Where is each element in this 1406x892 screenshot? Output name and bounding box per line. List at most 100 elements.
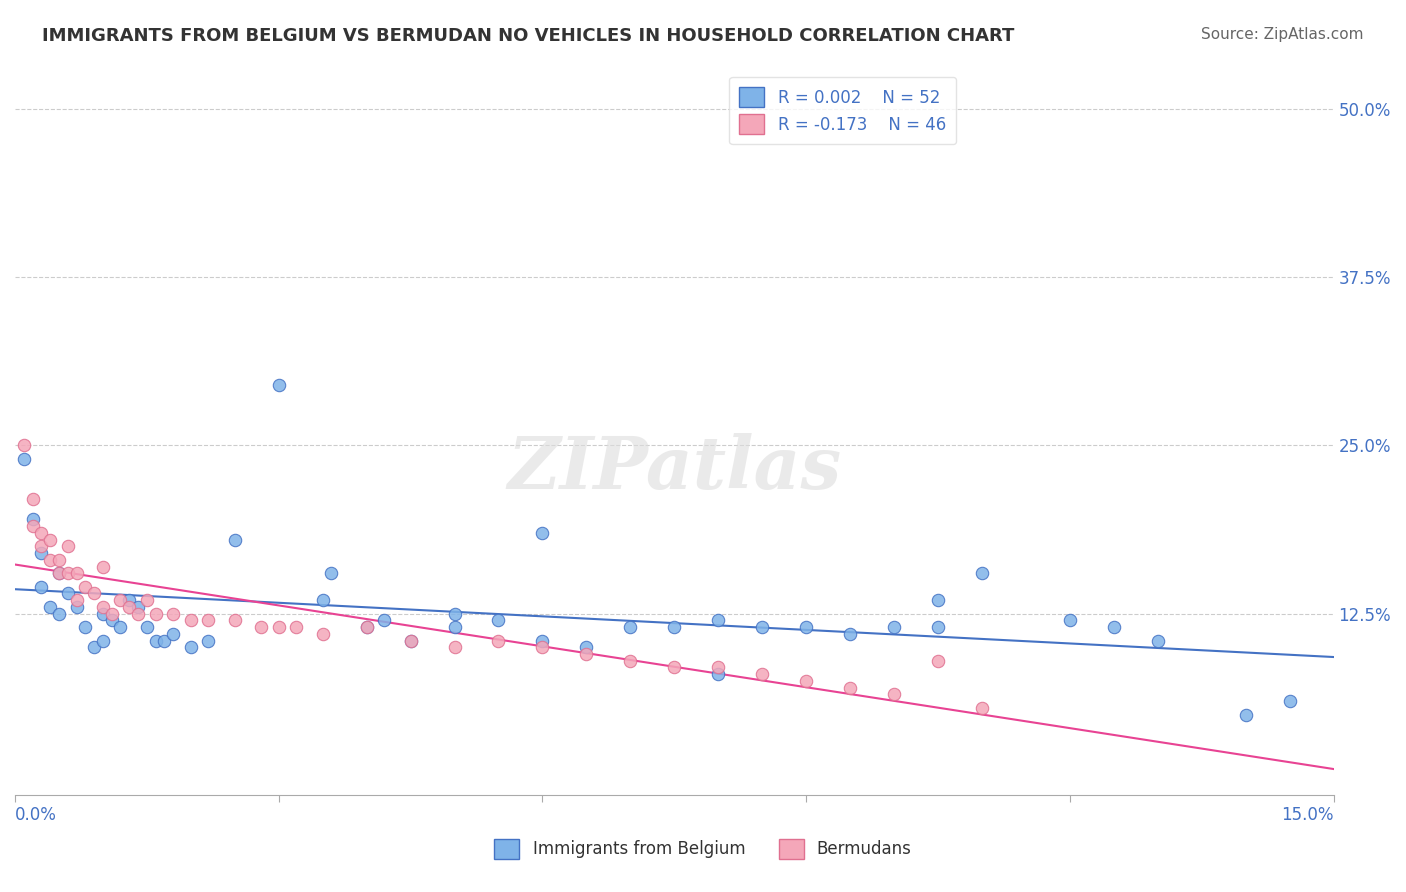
- Point: [224, 613, 246, 627]
- Text: IMMIGRANTS FROM BELGIUM VS BERMUDAN NO VEHICLES IN HOUSEHOLD CORRELATION CHART: IMMIGRANTS FROM BELGIUM VS BERMUDAN NO V…: [42, 27, 1015, 45]
- Point: [48, 566, 70, 581]
- Point: [135, 620, 157, 634]
- Point: [1234, 707, 1257, 722]
- Point: [443, 640, 465, 655]
- Point: [91, 599, 114, 614]
- Point: [839, 627, 862, 641]
- Point: [197, 613, 219, 627]
- Point: [443, 620, 465, 634]
- Point: [100, 607, 122, 621]
- Point: [162, 627, 184, 641]
- Point: [707, 667, 730, 681]
- Point: [267, 620, 290, 634]
- Point: [839, 681, 862, 695]
- Point: [127, 599, 149, 614]
- Point: [883, 620, 905, 634]
- Point: [311, 627, 333, 641]
- Point: [13, 438, 35, 452]
- Point: [91, 559, 114, 574]
- Point: [250, 620, 273, 634]
- Point: [664, 660, 686, 674]
- Point: [75, 580, 97, 594]
- Point: [48, 607, 70, 621]
- Point: [83, 586, 105, 600]
- Legend: R = 0.002    N = 52, R = -0.173    N = 46: R = 0.002 N = 52, R = -0.173 N = 46: [730, 77, 956, 145]
- Point: [224, 533, 246, 547]
- Point: [356, 620, 378, 634]
- Point: [321, 566, 343, 581]
- Point: [751, 620, 773, 634]
- Point: [267, 377, 290, 392]
- Point: [180, 640, 202, 655]
- Point: [927, 593, 949, 607]
- Point: [21, 492, 44, 507]
- Point: [65, 593, 87, 607]
- Point: [30, 525, 52, 540]
- Point: [399, 633, 422, 648]
- Legend: Immigrants from Belgium, Bermudans: Immigrants from Belgium, Bermudans: [488, 832, 918, 866]
- Point: [118, 599, 141, 614]
- Point: [21, 519, 44, 533]
- Point: [127, 607, 149, 621]
- Point: [83, 640, 105, 655]
- Point: [30, 580, 52, 594]
- Point: [30, 546, 52, 560]
- Point: [65, 566, 87, 581]
- Point: [180, 613, 202, 627]
- Point: [197, 633, 219, 648]
- Point: [39, 553, 62, 567]
- Text: 0.0%: 0.0%: [15, 806, 56, 824]
- Point: [399, 633, 422, 648]
- Point: [531, 525, 554, 540]
- Point: [39, 533, 62, 547]
- Point: [145, 633, 167, 648]
- Point: [794, 673, 817, 688]
- Point: [1146, 633, 1168, 648]
- Point: [118, 593, 141, 607]
- Point: [883, 687, 905, 701]
- Point: [91, 607, 114, 621]
- Point: [531, 633, 554, 648]
- Point: [1059, 613, 1081, 627]
- Point: [13, 451, 35, 466]
- Point: [39, 599, 62, 614]
- Point: [75, 620, 97, 634]
- Point: [443, 607, 465, 621]
- Point: [91, 633, 114, 648]
- Point: [110, 593, 132, 607]
- Text: Source: ZipAtlas.com: Source: ZipAtlas.com: [1201, 27, 1364, 42]
- Point: [619, 620, 641, 634]
- Point: [1102, 620, 1125, 634]
- Text: ZIPatlas: ZIPatlas: [508, 433, 841, 504]
- Point: [56, 566, 79, 581]
- Point: [56, 586, 79, 600]
- Point: [619, 654, 641, 668]
- Point: [970, 701, 993, 715]
- Text: 15.0%: 15.0%: [1281, 806, 1333, 824]
- Point: [707, 613, 730, 627]
- Point: [794, 620, 817, 634]
- Point: [531, 640, 554, 655]
- Point: [373, 613, 395, 627]
- Point: [488, 613, 510, 627]
- Point: [162, 607, 184, 621]
- Point: [488, 633, 510, 648]
- Point: [56, 539, 79, 553]
- Point: [311, 593, 333, 607]
- Point: [48, 553, 70, 567]
- Point: [970, 566, 993, 581]
- Point: [356, 620, 378, 634]
- Point: [30, 539, 52, 553]
- Point: [927, 620, 949, 634]
- Point: [664, 620, 686, 634]
- Point: [135, 593, 157, 607]
- Point: [285, 620, 308, 634]
- Point: [575, 647, 598, 661]
- Point: [48, 566, 70, 581]
- Point: [575, 640, 598, 655]
- Point: [21, 512, 44, 526]
- Point: [153, 633, 176, 648]
- Point: [927, 654, 949, 668]
- Point: [65, 599, 87, 614]
- Point: [110, 620, 132, 634]
